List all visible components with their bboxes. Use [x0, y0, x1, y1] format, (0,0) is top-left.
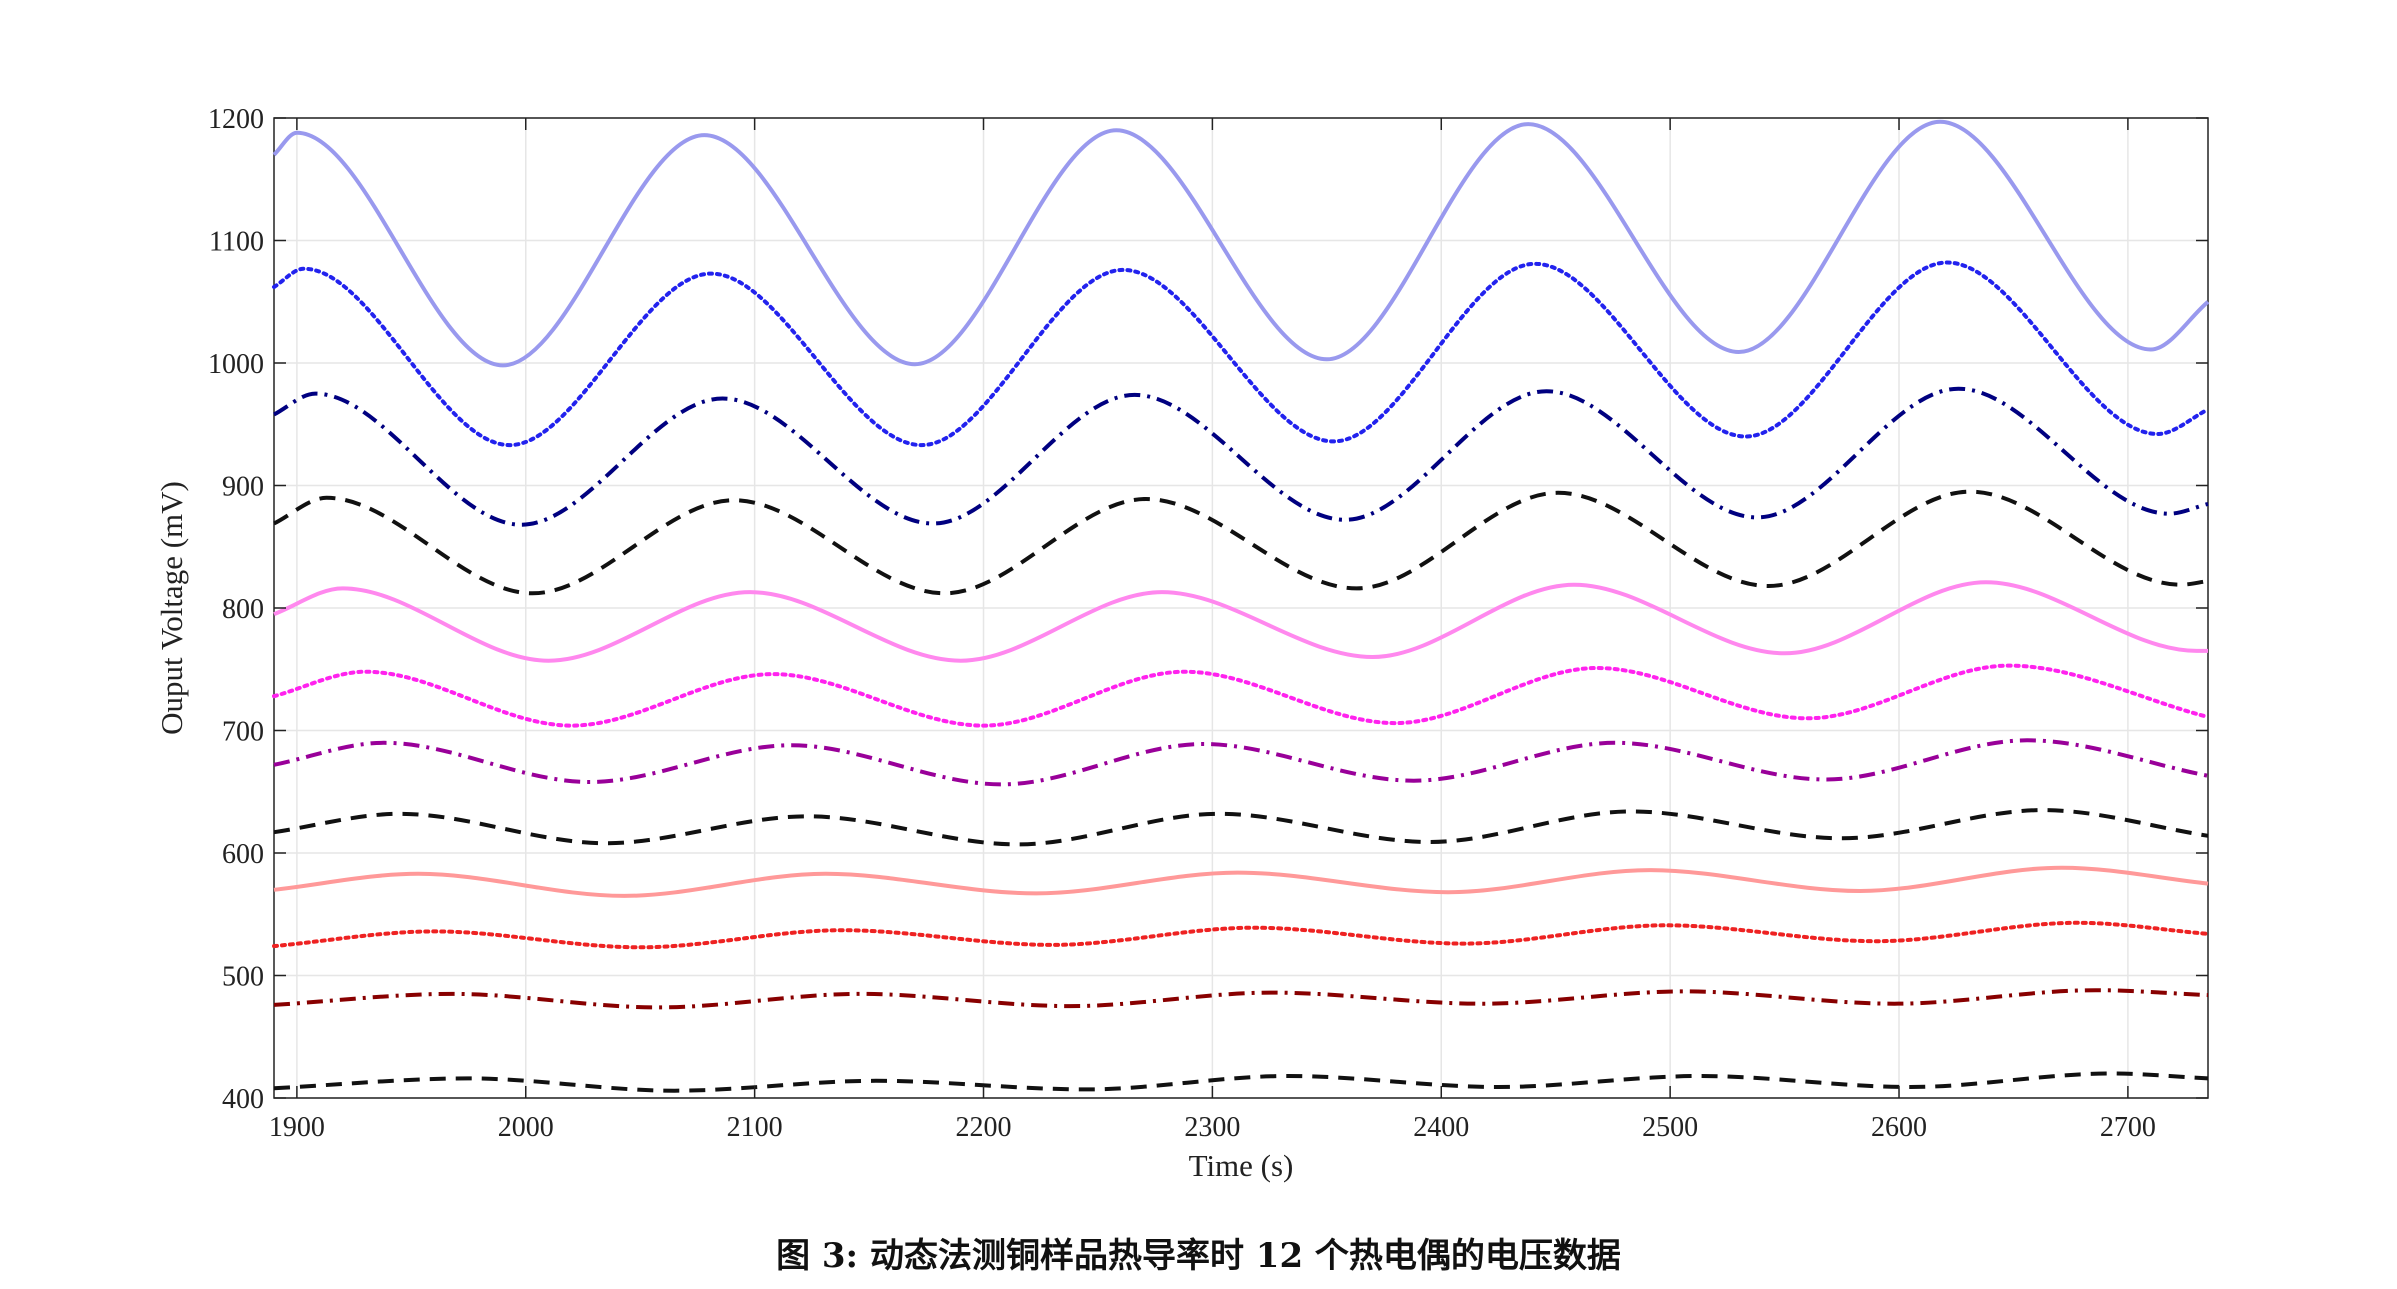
y-axis-label: Ouput Voltage (mV) [154, 481, 189, 735]
x-tick-label: 2200 [956, 1112, 1012, 1143]
x-tick-label: 2400 [1413, 1112, 1469, 1143]
axis-tick-labels: 1900 2000 2100 2200 2300 2400 2500 2600 2700 400 5… [208, 104, 2156, 1143]
x-tick-label: 2500 [1642, 1112, 1698, 1143]
series-line-12 [273, 1071, 2209, 1093]
figure-caption: 图 3: 动态法测铜样品热导率时 12 个热电偶的电压数据 [776, 1236, 1621, 1276]
y-tick-label: 400 [222, 1084, 264, 1115]
x-tick-label: 2700 [2100, 1112, 2156, 1143]
y-tick-label: 700 [222, 717, 264, 748]
x-axis-label: Time (s) [1189, 1148, 1294, 1183]
series-line-1 [272, 119, 2210, 368]
y-tick-label: 500 [222, 962, 264, 993]
y-tick-label: 900 [222, 472, 264, 503]
y-tick-label: 1000 [208, 349, 264, 380]
series-line-10 [272, 920, 2210, 950]
series-line-11 [273, 988, 2209, 1010]
series-line-6 [272, 663, 2210, 728]
x-tick-label: 2100 [727, 1112, 783, 1143]
x-tick-label: 2300 [1184, 1112, 1240, 1143]
series-line-3 [273, 386, 2209, 527]
series-line-2 [272, 260, 2210, 448]
series-line-8 [273, 808, 2209, 847]
y-tick-label: 800 [222, 594, 264, 625]
x-tick-label: 2600 [1871, 1112, 1927, 1143]
series-line-5 [273, 580, 2208, 663]
x-tick-label: 2000 [498, 1112, 554, 1143]
series-line-9 [273, 865, 2209, 898]
series-layer [272, 119, 2210, 1093]
y-tick-label: 1200 [208, 104, 264, 135]
y-tick-label: 1100 [209, 227, 264, 258]
x-tick-label: 1900 [269, 1112, 325, 1143]
grid-lines [274, 117, 2208, 1099]
series-line-7 [273, 738, 2209, 787]
series-line-4 [273, 489, 2209, 596]
axis-ticks [274, 117, 2208, 1099]
line-chart: 1900 2000 2100 2200 2300 2400 2500 2600 2700 400 5… [154, 104, 2210, 1183]
y-tick-label: 600 [222, 839, 264, 870]
